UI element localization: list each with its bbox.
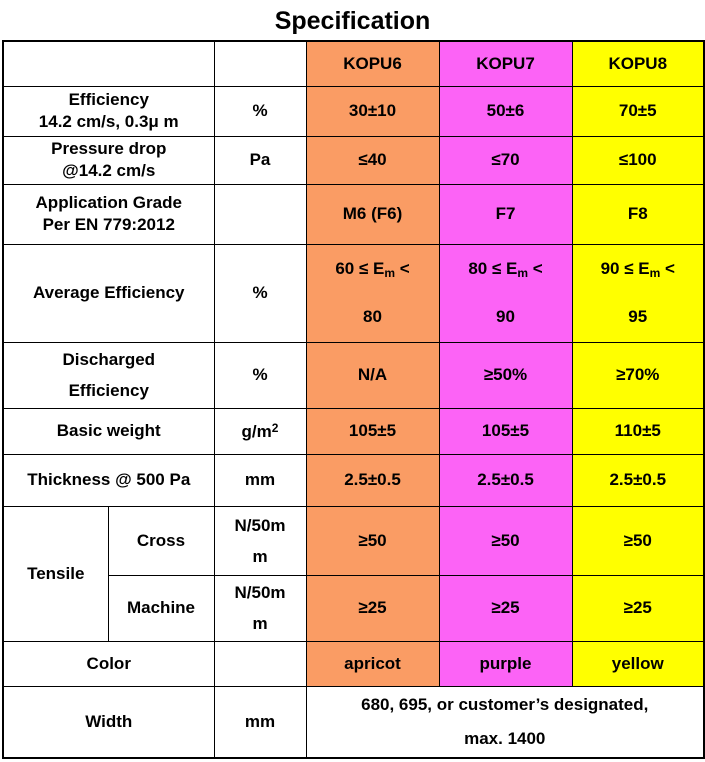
width-value-line2: max. 1400	[464, 728, 546, 748]
average-efficiency-kopu8-line2: 95	[628, 307, 648, 326]
kopu7-header: KOPU7	[438, 40, 573, 87]
em-subscript: m	[649, 266, 661, 280]
tensile-machine-row: Machine N/50m m ≥25 ≥25 ≥25	[3, 574, 705, 642]
tensile-cross-kopu7-value: ≥50	[438, 505, 573, 576]
header-blank-unit-cell	[213, 40, 307, 87]
discharged-efficiency-unit: %	[213, 341, 307, 409]
kopu6-header: KOPU6	[305, 40, 440, 87]
average-efficiency-kopu6-value: 60 ≤ Em < 80	[305, 243, 440, 343]
squared-superscript: 2	[271, 420, 279, 435]
thickness-kopu7-value: 2.5±0.5	[438, 453, 573, 507]
pressure-drop-row: Pressure drop @14.2 cm/s Pa ≤40 ≤70 ≤100	[2, 135, 705, 185]
tensile-cross-kopu6-value: ≥50	[305, 505, 440, 576]
pressure-drop-kopu6-value: ≤40	[305, 135, 440, 185]
efficiency-label: Efficiency 14.2 cm/s, 0.3μ m	[2, 85, 215, 137]
discharged-efficiency-label: Discharged Efficiency	[2, 341, 215, 409]
color-unit	[213, 640, 307, 687]
efficiency-kopu7-value: 50±6	[438, 85, 573, 137]
application-grade-row: Application Grade Per EN 779:2012 M6 (F6…	[2, 183, 705, 245]
tensile-label: Tensile	[2, 505, 109, 642]
kopu8-header: KOPU8	[571, 40, 705, 87]
pressure-drop-unit: Pa	[213, 135, 307, 185]
average-efficiency-unit: %	[213, 243, 307, 343]
application-grade-label: Application Grade Per EN 779:2012	[2, 183, 215, 245]
color-label: Color	[2, 640, 215, 687]
discharged-efficiency-kopu6-value: N/A	[305, 341, 440, 409]
pressure-drop-kopu8-value: ≤100	[571, 135, 705, 185]
tensile-machine-kopu8-value: ≥25	[571, 574, 705, 642]
spec-table: KOPU6 KOPU7 KOPU8 Efficiency 14.2 cm/s, …	[2, 40, 705, 759]
basic-weight-kopu8-value: 110±5	[571, 407, 705, 455]
average-efficiency-label: Average Efficiency	[2, 243, 215, 343]
basic-weight-row: Basic weight g/m2 105±5 105±5 110±5	[2, 407, 705, 455]
efficiency-unit: %	[213, 85, 307, 137]
efficiency-row: Efficiency 14.2 cm/s, 0.3μ m % 30±10 50±…	[2, 85, 705, 137]
application-grade-kopu8-value: F8	[571, 183, 705, 245]
average-efficiency-kopu6-line1: 60 ≤ Em <	[335, 259, 410, 280]
tensile-cross-row: Tensile Cross N/50m m ≥50 ≥50 ≥50	[2, 505, 705, 642]
discharged-efficiency-row: Discharged Efficiency % N/A ≥50% ≥70%	[2, 341, 705, 409]
tensile-machine-kopu7-value: ≥25	[438, 574, 573, 642]
application-grade-unit	[213, 183, 307, 245]
discharged-efficiency-label-line2: Efficiency	[68, 381, 149, 400]
average-efficiency-kopu8-line1: 90 ≤ Em <	[600, 259, 675, 280]
em-subscript: m	[517, 266, 529, 280]
application-grade-kopu6-value: M6 (F6)	[305, 183, 440, 245]
average-efficiency-kopu6-line2: 80	[363, 307, 382, 326]
basic-weight-label: Basic weight	[2, 407, 215, 455]
thickness-kopu8-value: 2.5±0.5	[571, 453, 705, 507]
discharged-efficiency-label-line1: Discharged	[62, 350, 156, 369]
basic-weight-unit: g/m2	[213, 407, 307, 455]
width-unit: mm	[213, 685, 307, 759]
efficiency-kopu6-value: 30±10	[305, 85, 440, 137]
tensile-cross-label: Cross	[107, 505, 215, 576]
application-grade-label-line2: Per EN 779:2012	[42, 215, 175, 234]
page-title: Specification	[274, 7, 431, 35]
em-subscript: m	[384, 266, 396, 280]
application-grade-kopu7-value: F7	[438, 183, 573, 245]
application-grade-label-line1: Application Grade	[35, 193, 182, 212]
pressure-drop-kopu7-value: ≤70	[438, 135, 573, 185]
average-efficiency-row: Average Efficiency % 60 ≤ Em < 80 80 ≤ E…	[2, 243, 705, 343]
color-kopu8-value: yellow	[571, 640, 705, 687]
discharged-efficiency-kopu8-value: ≥70%	[571, 341, 705, 409]
average-efficiency-kopu8-value: 90 ≤ Em < 95	[571, 243, 705, 343]
efficiency-label-line1: Efficiency	[68, 90, 149, 109]
discharged-efficiency-kopu7-value: ≥50%	[438, 341, 573, 409]
tensile-machine-kopu6-value: ≥25	[305, 574, 440, 642]
efficiency-kopu8-value: 70±5	[571, 85, 705, 137]
thickness-label: Thickness @ 500 Pa	[2, 453, 215, 507]
basic-weight-kopu7-value: 105±5	[438, 407, 573, 455]
pressure-drop-label-line1: Pressure drop	[51, 139, 167, 158]
width-row: Width mm 680, 695, or customer’s designa…	[2, 685, 705, 759]
average-efficiency-kopu7-value: 80 ≤ Em < 90	[438, 243, 573, 343]
thickness-row: Thickness @ 500 Pa mm 2.5±0.5 2.5±0.5 2.…	[2, 453, 705, 507]
color-kopu7-value: purple	[438, 640, 573, 687]
color-kopu6-value: apricot	[305, 640, 440, 687]
basic-weight-kopu6-value: 105±5	[305, 407, 440, 455]
tensile-cross-unit: N/50m m	[213, 505, 307, 576]
tensile-cross-kopu8-value: ≥50	[571, 505, 705, 576]
header-blank-label-cell	[2, 40, 215, 87]
tensile-machine-label: Machine	[107, 574, 215, 642]
width-label: Width	[2, 685, 215, 759]
thickness-kopu6-value: 2.5±0.5	[305, 453, 440, 507]
product-header-row: KOPU6 KOPU7 KOPU8	[2, 40, 705, 87]
pressure-drop-label-line2: @14.2 cm/s	[62, 161, 156, 180]
efficiency-label-line2: 14.2 cm/s, 0.3μ m	[38, 112, 179, 131]
average-efficiency-kopu7-line2: 90	[496, 307, 515, 326]
average-efficiency-kopu7-line1: 80 ≤ Em <	[468, 259, 543, 280]
pressure-drop-label: Pressure drop @14.2 cm/s	[2, 135, 215, 185]
tensile-machine-unit: N/50m m	[213, 574, 307, 642]
thickness-unit: mm	[213, 453, 307, 507]
color-row: Color apricot purple yellow	[2, 640, 705, 687]
width-value-line1: 680, 695, or customer’s designated,	[361, 694, 649, 714]
width-value: 680, 695, or customer’s designated, max.…	[305, 685, 705, 759]
